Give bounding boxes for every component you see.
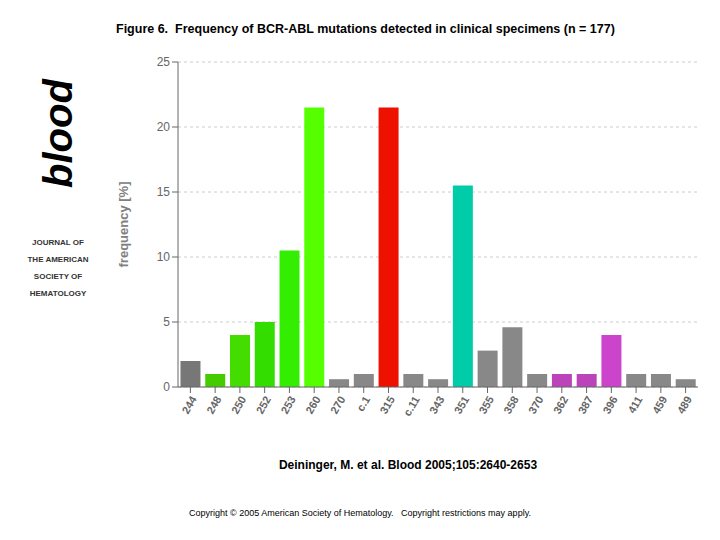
- svg-text:270: 270: [328, 394, 348, 416]
- svg-text:20: 20: [157, 120, 171, 134]
- svg-text:5: 5: [163, 315, 170, 329]
- svg-text:370: 370: [526, 394, 546, 416]
- svg-text:351: 351: [452, 394, 472, 416]
- svg-text:253: 253: [278, 394, 298, 416]
- svg-text:25: 25: [157, 55, 171, 69]
- svg-text:358: 358: [501, 394, 521, 416]
- html-text:THE AMERICAN: THE AMERICAN: [27, 255, 89, 264]
- svg-text:396: 396: [600, 394, 620, 416]
- svg-text:489: 489: [675, 394, 695, 416]
- svg-text:c.11: c.11: [401, 394, 422, 418]
- svg-text:315: 315: [377, 394, 397, 416]
- svg-text:244: 244: [179, 393, 199, 416]
- html-text:Deininger, M. et al. Blood 200: Deininger, M. et al. Blood 2005;105:2640…: [278, 458, 538, 472]
- html-text:blood: blood: [35, 78, 80, 188]
- svg-text:frequency [%]: frequency [%]: [116, 182, 131, 268]
- html-text:Figure 6. Frequency of BCR-ABL: Figure 6. Frequency of BCR-ABL mutations…: [116, 22, 615, 36]
- svg-text:250: 250: [229, 394, 249, 416]
- svg-text:362: 362: [551, 394, 571, 416]
- svg-text:260: 260: [303, 394, 323, 416]
- html-text:JOURNAL OF: JOURNAL OF: [32, 238, 84, 247]
- svg-text:c.1: c.1: [354, 394, 372, 413]
- svg-text:248: 248: [204, 394, 224, 416]
- svg-text:15: 15: [157, 185, 171, 199]
- svg-text:355: 355: [476, 394, 496, 416]
- svg-text:459: 459: [650, 394, 670, 416]
- svg-text:343: 343: [427, 394, 447, 416]
- svg-text:0: 0: [163, 380, 170, 394]
- svg-text:10: 10: [157, 250, 171, 264]
- html-text:SOCIETY OF: SOCIETY OF: [33, 272, 83, 281]
- html-text:Copyright © 2005 American Soci: Copyright © 2005 American Society of Hem…: [189, 508, 531, 518]
- svg-text:252: 252: [254, 394, 274, 416]
- svg-text:411: 411: [625, 394, 644, 415]
- svg-text:387: 387: [575, 394, 595, 416]
- html-text:HEMATOLOGY: HEMATOLOGY: [29, 289, 87, 298]
